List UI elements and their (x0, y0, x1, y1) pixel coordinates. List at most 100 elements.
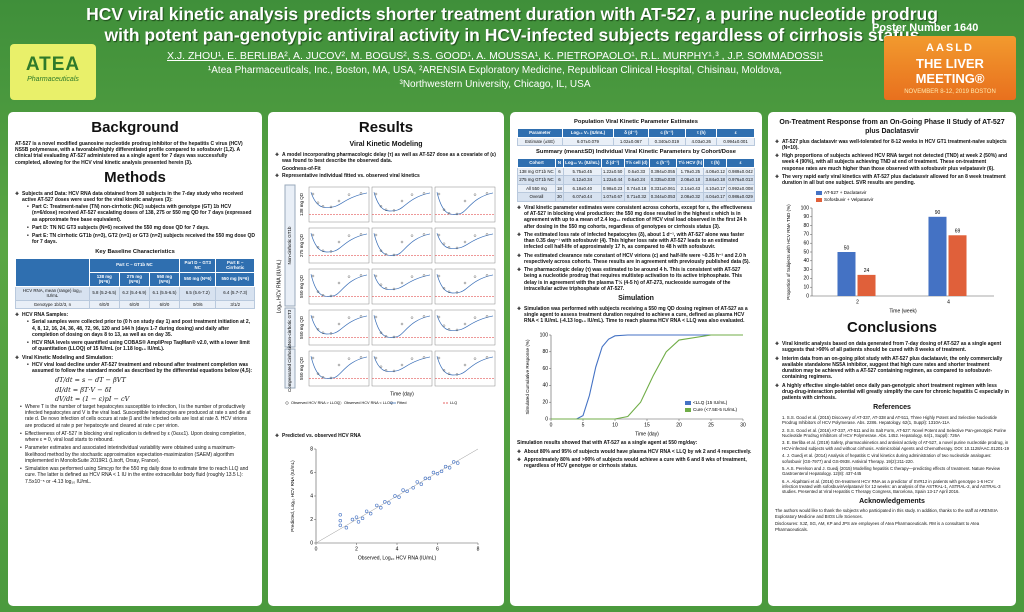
observed-point (359, 273, 363, 277)
observed-point (400, 240, 404, 243)
observed-point (422, 273, 426, 277)
section-heading: Methods (104, 168, 166, 186)
table-header: T½ HCV (h) (676, 158, 705, 168)
observed-point (311, 356, 315, 359)
observed-point (316, 290, 320, 293)
table-title: Population Viral Kinetic Parameter Estim… (574, 119, 698, 125)
x-tick-label: 6 (436, 546, 439, 552)
table-header: δ (d⁻¹) (613, 128, 649, 138)
observed-point (473, 234, 477, 237)
bullet: Interim data from an on-going pilot stud… (775, 356, 1009, 381)
section-heading: Background (91, 119, 179, 136)
table-cell: 4.03±0.26 (685, 136, 718, 147)
group-band (284, 348, 296, 388)
observed-point (485, 232, 489, 235)
table-header: Part D – GT3 NC (179, 257, 217, 273)
bullet-list: About 80% and 95% of subjects would have… (517, 449, 755, 470)
scatter-point (379, 505, 383, 510)
observed-point (442, 208, 446, 211)
y-tick-label: 60 (803, 241, 809, 247)
observed-point (447, 372, 451, 375)
bar (837, 252, 856, 297)
table-cell: 0.344±0.053 (648, 192, 678, 202)
mini-plot (371, 309, 433, 345)
observed-point (379, 331, 383, 334)
observed-point (422, 232, 426, 235)
observed-point (485, 355, 489, 359)
observed-point (437, 192, 441, 195)
dose-label: 138 mg QD (299, 192, 304, 216)
table-cell: 1.07±0.67 (600, 192, 625, 202)
bullet: Simulation was performed using Simcyp fo… (20, 466, 255, 485)
x-tick-label: 2 (355, 546, 358, 552)
observed-point (422, 314, 426, 318)
observed-point (374, 233, 378, 236)
y-tick-label: 80 (542, 349, 548, 355)
logo-text: ATEA (25, 54, 81, 75)
table-header: τ (h) (685, 128, 718, 138)
subheading: Simulation (618, 295, 654, 303)
observed-point (442, 324, 446, 327)
table-cell: 3.84±0.18 (703, 175, 728, 185)
equation: dV/dt = (1 − ε)pI − cV (55, 394, 130, 403)
value-label: 69 (955, 229, 961, 235)
table-header: N (554, 158, 564, 168)
table-cell: 0.986±0.029 (726, 192, 755, 202)
sub-bullet: Part C: Treatment-naïve (TN) non-cirrhot… (27, 204, 255, 223)
x-tick-label: 4 (947, 300, 950, 306)
mini-plot (308, 309, 370, 345)
subheading: References (873, 404, 911, 412)
bullet: AT-527 plus daclatasvir was well-tolerat… (775, 139, 1009, 152)
table-header: ε (716, 128, 755, 138)
reference: 3. E. Berliba et al. (2019) Safety, phar… (782, 440, 1009, 451)
fitted-curve (373, 232, 431, 256)
table-cell: 5.75±0.45 (562, 166, 602, 177)
bar (948, 235, 967, 297)
legend-swatch (816, 191, 822, 196)
bar-chart: 0 10 20 30 40 50 60 70 80 90 100 Proportion of Subj… (786, 190, 994, 315)
fitted-curve (436, 232, 494, 249)
observed-point (347, 234, 351, 237)
observed-point (384, 208, 388, 211)
legend-label: Fitted (397, 401, 407, 405)
bullet-list: Subjects and Data: HCV RNA data obtained… (15, 191, 255, 246)
observed-point (329, 331, 333, 335)
reference: 1. S.S. Good et al. (2015) Discovery of … (782, 415, 998, 426)
subheading: On-Treatment Response from an On-Going P… (779, 119, 1005, 135)
observed-point (359, 191, 363, 195)
sub-bullet: HCV viral load decline under AT-527 trea… (27, 362, 255, 375)
bullet: Subjects and Data: HCV RNA data obtained… (15, 191, 255, 246)
x-tick-label: 25 (708, 422, 714, 428)
table-cell: 6.07±0.079 (561, 136, 615, 147)
column: Population Viral Kinetic Parameter Estim… (510, 112, 762, 606)
table-cell: 6.5 (5.6-7.2) (179, 285, 217, 301)
observed-point (329, 205, 333, 208)
observed-point (329, 376, 333, 379)
subheading: Acknowledgements (859, 497, 925, 505)
observed-point (374, 274, 378, 277)
y-tick-label: 100 (540, 332, 549, 338)
legend-label: Observed HCV RNA > LLOQ (291, 401, 340, 405)
table-header: Part E – Cirrhotic (215, 257, 255, 273)
table-header: 550 mg (N=6) (148, 271, 181, 287)
fitted-curve (310, 273, 368, 297)
poster-number: Poster Number 1640 (872, 22, 979, 34)
acknowledgement-text: The authors would like to thank the subj… (775, 508, 998, 519)
table-header: 550 mg (N=6) (179, 271, 217, 287)
bullet: The very rapid early viral kinetics with… (775, 174, 1009, 187)
observed-point (422, 191, 426, 195)
table-row: Overall 30 6.07±0.44 1.07±0.67 0.71±0.32 0.34… (517, 192, 755, 202)
table-header: Part C – GT1b NC (88, 257, 181, 273)
scatter-point (415, 479, 419, 484)
observed-point (442, 242, 446, 245)
table-cell: 6.2 (5.4-6.9) (118, 285, 150, 301)
group-label: Non-cirrhotic GT1b (287, 226, 292, 265)
observed-point (410, 192, 414, 196)
x-tick-label: 5 (582, 422, 585, 428)
table-header: δ (d⁻¹) (600, 158, 625, 168)
bullet-list: AT-527 plus daclatasvir was well-tolerat… (775, 139, 1009, 187)
observed-point (400, 281, 404, 284)
observed-point (321, 249, 325, 252)
y-tick-label: 0 (310, 540, 313, 546)
dose-label: 275 mg QD (299, 233, 304, 257)
